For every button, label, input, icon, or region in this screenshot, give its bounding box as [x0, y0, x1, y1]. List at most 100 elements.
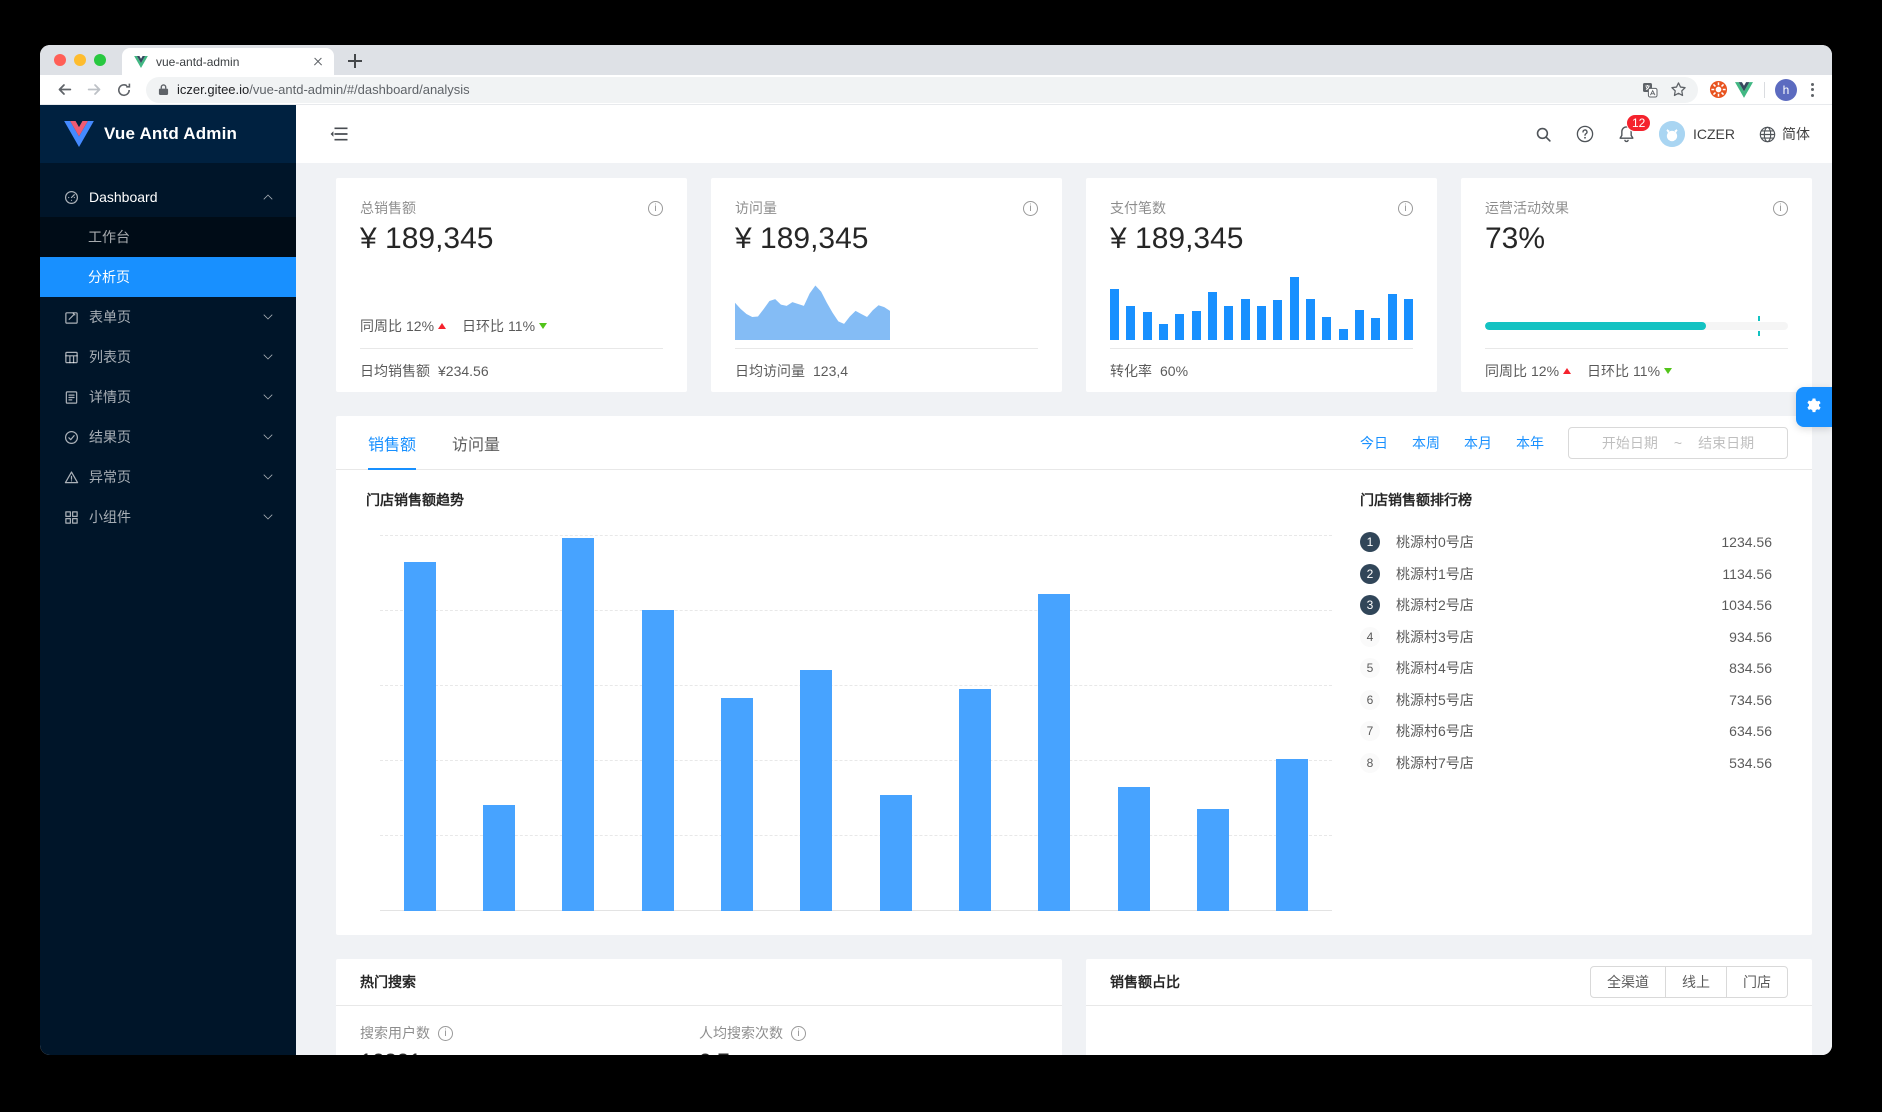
chart-bar[interactable]	[1196, 809, 1229, 911]
channel-button-全渠道[interactable]: 全渠道	[1590, 966, 1666, 998]
ranking-row: 6 桃源村5号店 734.56	[1360, 689, 1772, 710]
new-tab-button[interactable]	[342, 48, 368, 74]
browser-menu-icon[interactable]	[1803, 79, 1822, 101]
vue-devtools-extension-icon[interactable]	[1734, 80, 1754, 100]
zoom-window-button[interactable]	[94, 54, 106, 66]
sidebar-item-详情页[interactable]: 详情页	[40, 377, 296, 417]
browser-tab[interactable]: vue-antd-admin	[122, 48, 334, 75]
quick-range-今日[interactable]: 今日	[1360, 434, 1388, 451]
chart-bar[interactable]	[1038, 593, 1071, 911]
rank-badge: 4	[1360, 626, 1380, 647]
sidebar: Vue Antd Admin Dashboard 工作台分析页 表单页列表页详情页结…	[40, 105, 296, 1055]
dashboard-content: 总销售额 i ¥ 189,345 同周比 12% 日环比 11% 日均销售额 ¥234.…	[296, 163, 1832, 1055]
sidebar-item-表单页[interactable]: 表单页	[40, 297, 296, 337]
chart-bar[interactable]	[1117, 787, 1150, 911]
ranking-row: 2 桃源村1号店 1134.56	[1360, 563, 1772, 584]
card-title: 支付笔数	[1110, 200, 1166, 216]
day-compare-value: 11%	[508, 318, 536, 334]
menu-fold-icon[interactable]	[330, 126, 348, 142]
chart-bar[interactable]	[958, 689, 991, 911]
search-icon[interactable]	[1535, 126, 1552, 143]
translate-icon[interactable]	[1640, 80, 1660, 100]
info-icon[interactable]: i	[1773, 200, 1788, 216]
store-sales-value: 634.56	[1729, 723, 1772, 739]
minimize-window-button[interactable]	[74, 54, 86, 66]
browser-profile-avatar[interactable]: h	[1775, 78, 1797, 101]
close-tab-icon[interactable]	[310, 54, 326, 70]
chart-bar[interactable]	[482, 804, 515, 911]
metric-label-row: 搜索用户数 i	[360, 1023, 699, 1043]
chart-bar[interactable]	[641, 609, 674, 911]
payments-mini-bar-chart	[1110, 274, 1413, 340]
chart-bar[interactable]	[1276, 758, 1309, 911]
tab-销售额[interactable]: 销售额	[368, 416, 417, 470]
bookmark-star-icon[interactable]	[1668, 80, 1688, 100]
chevron-down-icon	[263, 430, 273, 440]
notification-bell-icon[interactable]: 12	[1618, 114, 1652, 143]
chart-bar[interactable]	[800, 670, 833, 911]
settings-gear-button[interactable]	[1796, 387, 1832, 427]
ranking-row: 5 桃源村4号店 834.56	[1360, 658, 1772, 678]
date-range-picker[interactable]: ~	[1568, 426, 1788, 459]
channel-button-门店[interactable]: 门店	[1726, 966, 1788, 998]
sidebar-item-列表页[interactable]: 列表页	[40, 337, 296, 377]
ranking-row: 8 桃源村7号店 534.56	[1360, 752, 1772, 773]
chart-bar[interactable]	[720, 698, 753, 911]
store-name: 桃源村2号店	[1396, 597, 1474, 613]
ranking-panel: 门店销售额排行榜 1 桃源村0号店 1234.56 2 桃源村1号店 1134.56 3 桃源…	[1360, 490, 1812, 911]
globe-icon	[1759, 126, 1776, 143]
help-icon[interactable]	[1576, 125, 1594, 143]
app-title: Vue Antd Admin	[104, 124, 238, 143]
chart-gridline	[380, 610, 1332, 611]
sidebar-item-label: 列表页	[89, 349, 131, 365]
ranking-title: 门店销售额排行榜	[1360, 492, 1472, 508]
metric-label: 人均搜索次数	[699, 1025, 783, 1041]
sidebar-subitem-工作台[interactable]: 工作台	[88, 229, 130, 245]
quick-range-本月[interactable]: 本月	[1464, 434, 1492, 451]
language-label: 简体	[1782, 126, 1810, 142]
sidebar-item-异常页[interactable]: 异常页	[40, 457, 296, 497]
sidebar-item-结果页[interactable]: 结果页	[40, 417, 296, 457]
info-icon[interactable]: i	[648, 200, 663, 216]
store-name: 桃源村6号店	[1396, 723, 1474, 739]
quick-range-本年[interactable]: 本年	[1516, 434, 1544, 451]
end-date-input[interactable]	[1690, 434, 1763, 451]
info-icon[interactable]: i	[1398, 200, 1413, 216]
chart-gridline	[380, 835, 1332, 836]
forward-button[interactable]	[82, 78, 106, 102]
chart-bar[interactable]	[879, 794, 912, 911]
close-window-button[interactable]	[54, 54, 66, 66]
back-button[interactable]	[52, 78, 76, 102]
start-date-input[interactable]	[1593, 434, 1666, 451]
user-menu[interactable]: ICZER	[1659, 121, 1735, 147]
trend-up-icon	[1563, 367, 1572, 374]
info-icon[interactable]: i	[791, 1025, 806, 1041]
sales-ratio-title: 销售额占比	[1110, 974, 1180, 990]
url-text: iczer.gitee.io/vue-antd-admin/#/dashboar…	[177, 82, 1632, 97]
rank-badge: 6	[1360, 689, 1380, 710]
card-title: 总销售额	[360, 200, 416, 216]
language-switch[interactable]: 简体	[1759, 124, 1810, 144]
card-value: ¥ 189,345	[735, 222, 869, 255]
card-title: 运营活动效果	[1485, 200, 1569, 216]
stat-card-visits: 访问量 i ¥ 189,345 日均访问量 123,4	[711, 178, 1062, 392]
extension-orange-icon[interactable]	[1708, 80, 1728, 100]
quick-range-本周[interactable]: 本周	[1412, 434, 1440, 451]
sidebar-item-小组件[interactable]: 小组件	[40, 497, 296, 537]
hot-search-metrics: 搜索用户数 i 1232171.2 人均搜索次数 i 2.771.2	[360, 1023, 1038, 1055]
sidebar-item-Dashboard[interactable]: Dashboard	[40, 177, 296, 217]
reload-button[interactable]	[112, 78, 136, 102]
bar-slot	[1173, 536, 1252, 911]
chart-bar[interactable]	[403, 562, 436, 911]
channel-button-线上[interactable]: 线上	[1665, 966, 1727, 998]
ranking-row: 7 桃源村6号店 634.56	[1360, 721, 1772, 741]
chart-bar[interactable]	[562, 538, 595, 911]
info-icon[interactable]: i	[438, 1025, 453, 1041]
day-compare-label: 日环比	[462, 318, 505, 334]
info-icon[interactable]: i	[1023, 200, 1038, 216]
sidebar-subitem-分析页[interactable]: 分析页	[40, 257, 296, 297]
tab-访问量[interactable]: 访问量	[452, 436, 501, 454]
main-area: 12 ICZER 简体	[296, 105, 1832, 1055]
address-bar[interactable]: iczer.gitee.io/vue-antd-admin/#/dashboar…	[146, 76, 1698, 103]
app-logo[interactable]: Vue Antd Admin	[40, 105, 296, 163]
